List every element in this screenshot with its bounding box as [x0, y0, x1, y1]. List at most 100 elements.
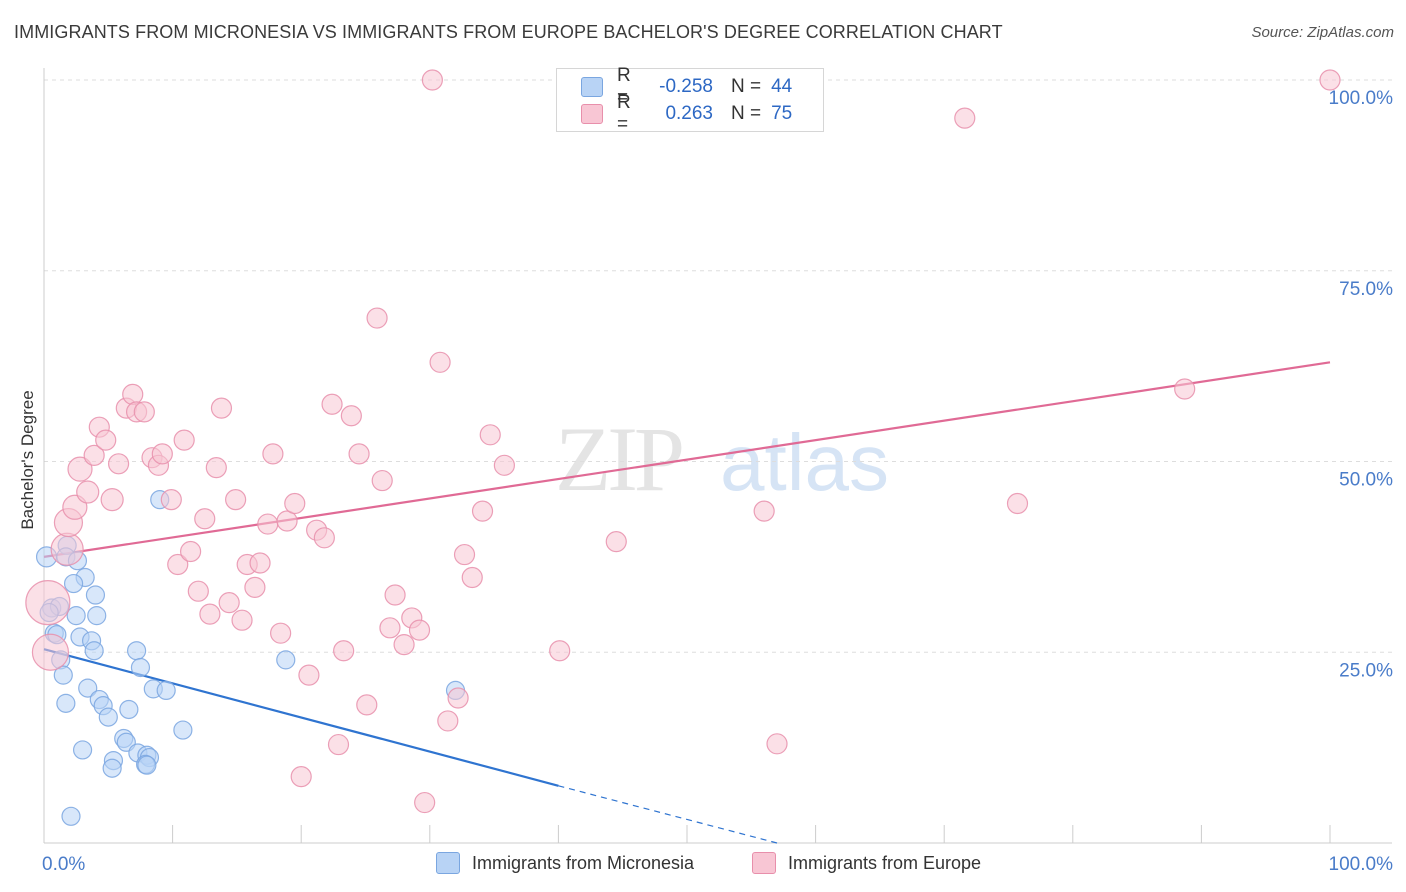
point-europe-68: [753, 500, 775, 522]
point-micronesia-16: [84, 641, 104, 661]
x-tick-label-0: 0.0%: [42, 854, 85, 875]
point-europe-61: [453, 543, 476, 566]
bottom-legend-micronesia: Immigrants from Micronesia: [436, 852, 694, 874]
point-micronesia-27: [119, 699, 139, 720]
bottom-legend-label-micronesia: Immigrants from Micronesia: [472, 852, 695, 873]
point-europe-48: [356, 694, 378, 716]
legend-n-value: 44: [771, 76, 793, 97]
point-europe-1: [31, 633, 70, 671]
point-europe-71: [1006, 492, 1029, 515]
point-europe-52: [384, 584, 406, 606]
point-europe-34: [257, 513, 279, 535]
point-europe-67: [605, 531, 627, 553]
legend-n-label: N =: [731, 103, 762, 124]
point-europe-27: [210, 397, 233, 419]
point-micronesia-24: [56, 693, 76, 713]
legend-r-value: 0.263: [665, 103, 713, 124]
point-europe-37: [276, 510, 298, 532]
point-europe-35: [262, 443, 284, 465]
point-micronesia-38: [102, 758, 122, 778]
point-europe-59: [437, 710, 459, 732]
point-europe-26: [205, 457, 227, 479]
point-europe-20: [167, 553, 189, 576]
bottom-legend-europe: Immigrants from Europe: [752, 852, 981, 874]
point-europe-70: [954, 107, 976, 129]
point-micronesia-11: [87, 606, 107, 626]
point-europe-25: [199, 603, 221, 625]
bottom-legend-swatch-micronesia: [436, 852, 460, 874]
point-europe-53: [393, 634, 415, 656]
correlation-legend: R = -0.258 N = 44 R = 0.263 N = 75: [556, 65, 824, 135]
point-europe-7: [83, 444, 105, 466]
point-europe-60: [447, 687, 469, 709]
point-europe-56: [414, 791, 436, 814]
point-europe-15: [133, 401, 155, 423]
point-europe-58: [429, 351, 451, 373]
data-points: [25, 69, 1341, 826]
point-europe-44: [327, 733, 350, 756]
point-europe-21: [173, 429, 195, 451]
point-micronesia-20: [53, 665, 73, 685]
point-europe-72: [1174, 378, 1196, 400]
point-europe-49: [366, 307, 388, 329]
point-europe-0: [25, 580, 71, 626]
point-europe-64: [479, 424, 501, 446]
point-europe-32: [244, 576, 266, 598]
point-europe-19: [160, 489, 182, 511]
point-europe-23: [187, 580, 209, 602]
point-micronesia-43: [137, 755, 157, 775]
point-micronesia-10: [66, 606, 86, 626]
point-micronesia-21: [78, 678, 98, 698]
point-micronesia-17: [126, 641, 147, 661]
point-europe-38: [284, 492, 306, 515]
watermark-zip: ZIP: [555, 408, 682, 510]
legend-r-label: R =: [617, 92, 631, 135]
point-europe-5: [67, 456, 93, 482]
y-tick-label-25: 25.0%: [1339, 660, 1393, 681]
point-micronesia-39: [61, 806, 81, 826]
legend-n-value: 75: [771, 103, 793, 124]
point-micronesia-32: [72, 740, 93, 760]
point-europe-33: [249, 552, 271, 574]
point-europe-46: [340, 405, 362, 427]
zipatlas-watermark: ZIP atlas: [555, 408, 889, 510]
source-label: Source: ZipAtlas.com: [1251, 24, 1394, 41]
point-europe-9: [95, 429, 117, 451]
point-europe-51: [379, 617, 401, 639]
point-europe-40: [298, 664, 320, 686]
trend-line-europe: [43, 361, 1331, 558]
trend-line-dashed-micronesia: [558, 785, 778, 844]
point-europe-6: [76, 480, 100, 504]
chart-title: IMMIGRANTS FROM MICRONESIA VS IMMIGRANTS…: [14, 22, 1003, 42]
point-europe-42: [313, 527, 335, 549]
point-europe-30: [231, 609, 253, 631]
point-micronesia-29: [173, 720, 193, 740]
legend-n-label: N =: [731, 76, 762, 97]
point-europe-50: [371, 469, 393, 492]
legend-swatch-micronesia: [581, 77, 603, 97]
point-micronesia-6: [85, 585, 106, 605]
x-tick-label-100: 100.0%: [1329, 854, 1394, 875]
point-micronesia-23: [156, 680, 176, 701]
y-tick-label-75: 75.0%: [1339, 279, 1393, 300]
bottom-legend-swatch-europe: [752, 852, 776, 874]
point-micronesia-40: [276, 650, 296, 670]
point-europe-45: [333, 640, 355, 662]
point-europe-10: [100, 488, 124, 512]
point-europe-62: [461, 566, 483, 589]
point-europe-13: [122, 383, 144, 405]
point-europe-57: [421, 69, 443, 91]
y-tick-label-100: 100.0%: [1329, 88, 1394, 109]
point-europe-18: [151, 443, 173, 465]
bottom-legend-label-europe: Immigrants from Europe: [788, 852, 982, 873]
point-micronesia-28: [98, 707, 118, 727]
axes: [43, 68, 1392, 844]
point-europe-55: [408, 619, 431, 641]
y-tick-label-50: 50.0%: [1339, 470, 1393, 491]
legend-swatch-europe: [581, 104, 603, 124]
watermark-atlas: atlas: [720, 418, 889, 507]
point-europe-24: [194, 508, 216, 530]
point-europe-36: [270, 622, 292, 644]
tick-labels: 25.0% 50.0% 75.0% 100.0% 0.0% 100.0%: [42, 88, 1393, 875]
